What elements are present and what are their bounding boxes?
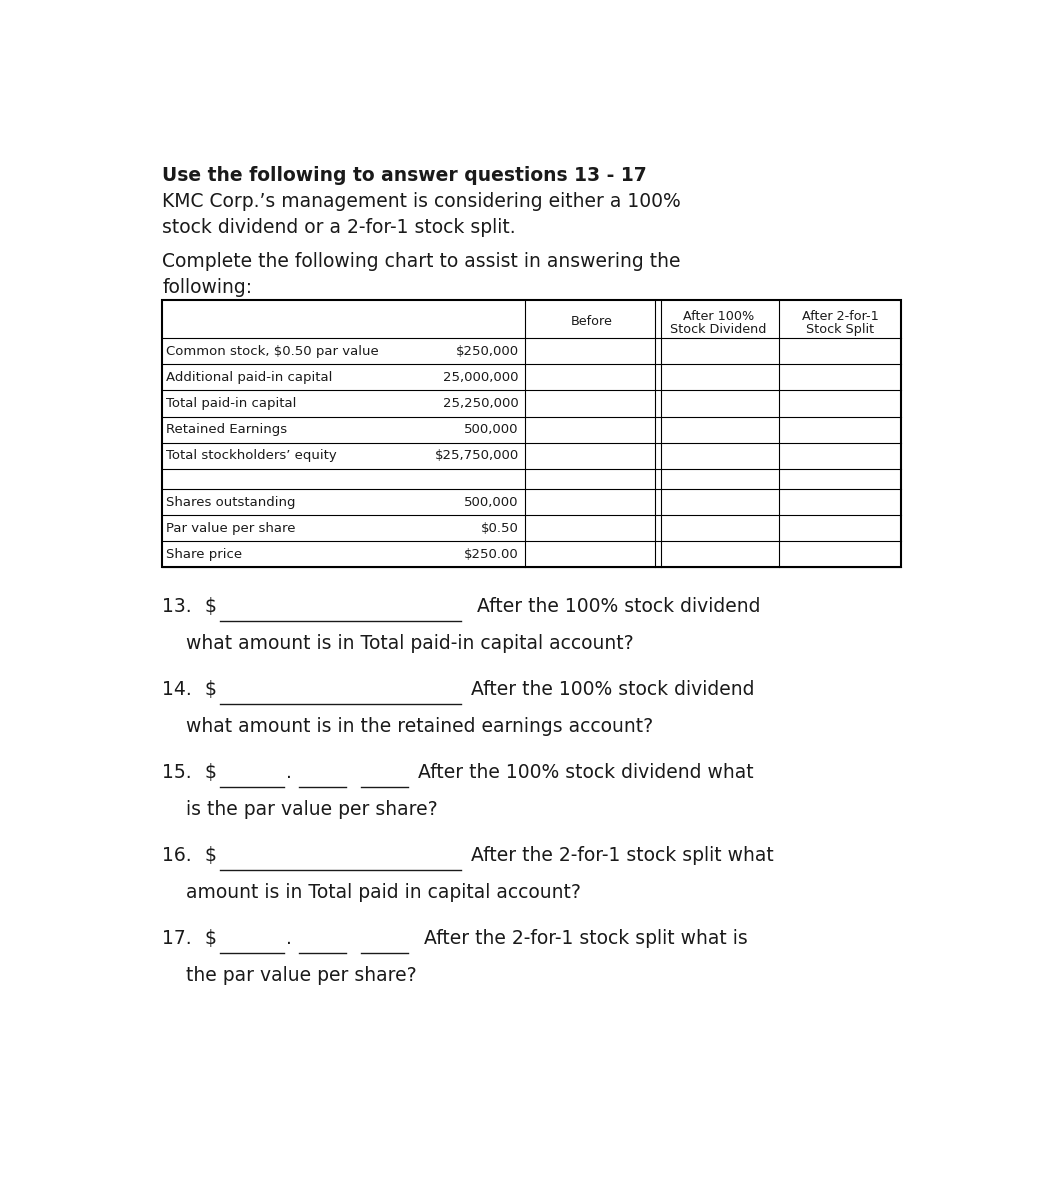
- Text: Total paid-in capital: Total paid-in capital: [166, 397, 297, 410]
- Text: $250,000: $250,000: [455, 344, 518, 358]
- Text: the par value per share?: the par value per share?: [162, 966, 417, 985]
- Bar: [162, 300, 901, 568]
- Text: 15.: 15.: [162, 763, 192, 782]
- Text: $0.50: $0.50: [481, 522, 518, 535]
- Text: stock dividend or a 2-for-1 stock split.: stock dividend or a 2-for-1 stock split.: [162, 218, 515, 236]
- Text: After the 100% stock dividend what: After the 100% stock dividend what: [418, 763, 754, 782]
- Text: Retained Earnings: Retained Earnings: [166, 424, 287, 436]
- Text: Common stock, $0.50 par value: Common stock, $0.50 par value: [166, 344, 379, 358]
- Text: Stock Dividend: Stock Dividend: [671, 324, 766, 336]
- Text: Before: Before: [570, 314, 613, 328]
- Text: $250.00: $250.00: [464, 548, 518, 560]
- Text: 25,000,000: 25,000,000: [443, 371, 518, 384]
- Text: 13.: 13.: [162, 596, 192, 616]
- Text: 14.: 14.: [162, 680, 192, 698]
- Text: Use the following to answer questions 13 - 17: Use the following to answer questions 13…: [162, 166, 647, 185]
- Text: what amount is in Total paid-in capital account?: what amount is in Total paid-in capital …: [162, 634, 634, 653]
- Text: .: .: [286, 763, 292, 782]
- Text: After 100%: After 100%: [683, 310, 754, 323]
- Text: Complete the following chart to assist in answering the: Complete the following chart to assist i…: [162, 252, 680, 271]
- Text: 17.: 17.: [162, 929, 192, 948]
- Text: 16.: 16.: [162, 846, 192, 865]
- Text: $: $: [204, 846, 217, 865]
- Text: Share price: Share price: [166, 548, 243, 560]
- Text: After the 2-for-1 stock split what: After the 2-for-1 stock split what: [471, 846, 774, 865]
- Text: is the par value per share?: is the par value per share?: [162, 800, 438, 820]
- Text: $25,750,000: $25,750,000: [435, 449, 518, 462]
- Text: following:: following:: [162, 278, 252, 296]
- Text: 500,000: 500,000: [465, 424, 518, 436]
- Text: $: $: [204, 929, 217, 948]
- Text: After the 2-for-1 stock split what is: After the 2-for-1 stock split what is: [418, 929, 748, 948]
- Text: After the 100% stock dividend: After the 100% stock dividend: [471, 680, 754, 698]
- Text: what amount is in the retained earnings account?: what amount is in the retained earnings …: [162, 716, 653, 736]
- Text: 25,250,000: 25,250,000: [443, 397, 518, 410]
- Text: amount is in Total paid in capital account?: amount is in Total paid in capital accou…: [162, 883, 581, 902]
- Text: $: $: [204, 763, 217, 782]
- Text: $: $: [204, 596, 217, 616]
- Text: .: .: [286, 929, 292, 948]
- Text: 500,000: 500,000: [465, 496, 518, 509]
- Text: Par value per share: Par value per share: [166, 522, 296, 535]
- Text: $: $: [204, 680, 217, 698]
- Text: Stock Split: Stock Split: [806, 324, 874, 336]
- Text: After 2-for-1: After 2-for-1: [802, 310, 878, 323]
- Text: After the 100% stock dividend: After the 100% stock dividend: [471, 596, 760, 616]
- Text: Additional paid-in capital: Additional paid-in capital: [166, 371, 333, 384]
- Text: Shares outstanding: Shares outstanding: [166, 496, 296, 509]
- Text: KMC Corp.’s management is considering either a 100%: KMC Corp.’s management is considering ei…: [162, 192, 681, 211]
- Text: Total stockholders’ equity: Total stockholders’ equity: [166, 449, 337, 462]
